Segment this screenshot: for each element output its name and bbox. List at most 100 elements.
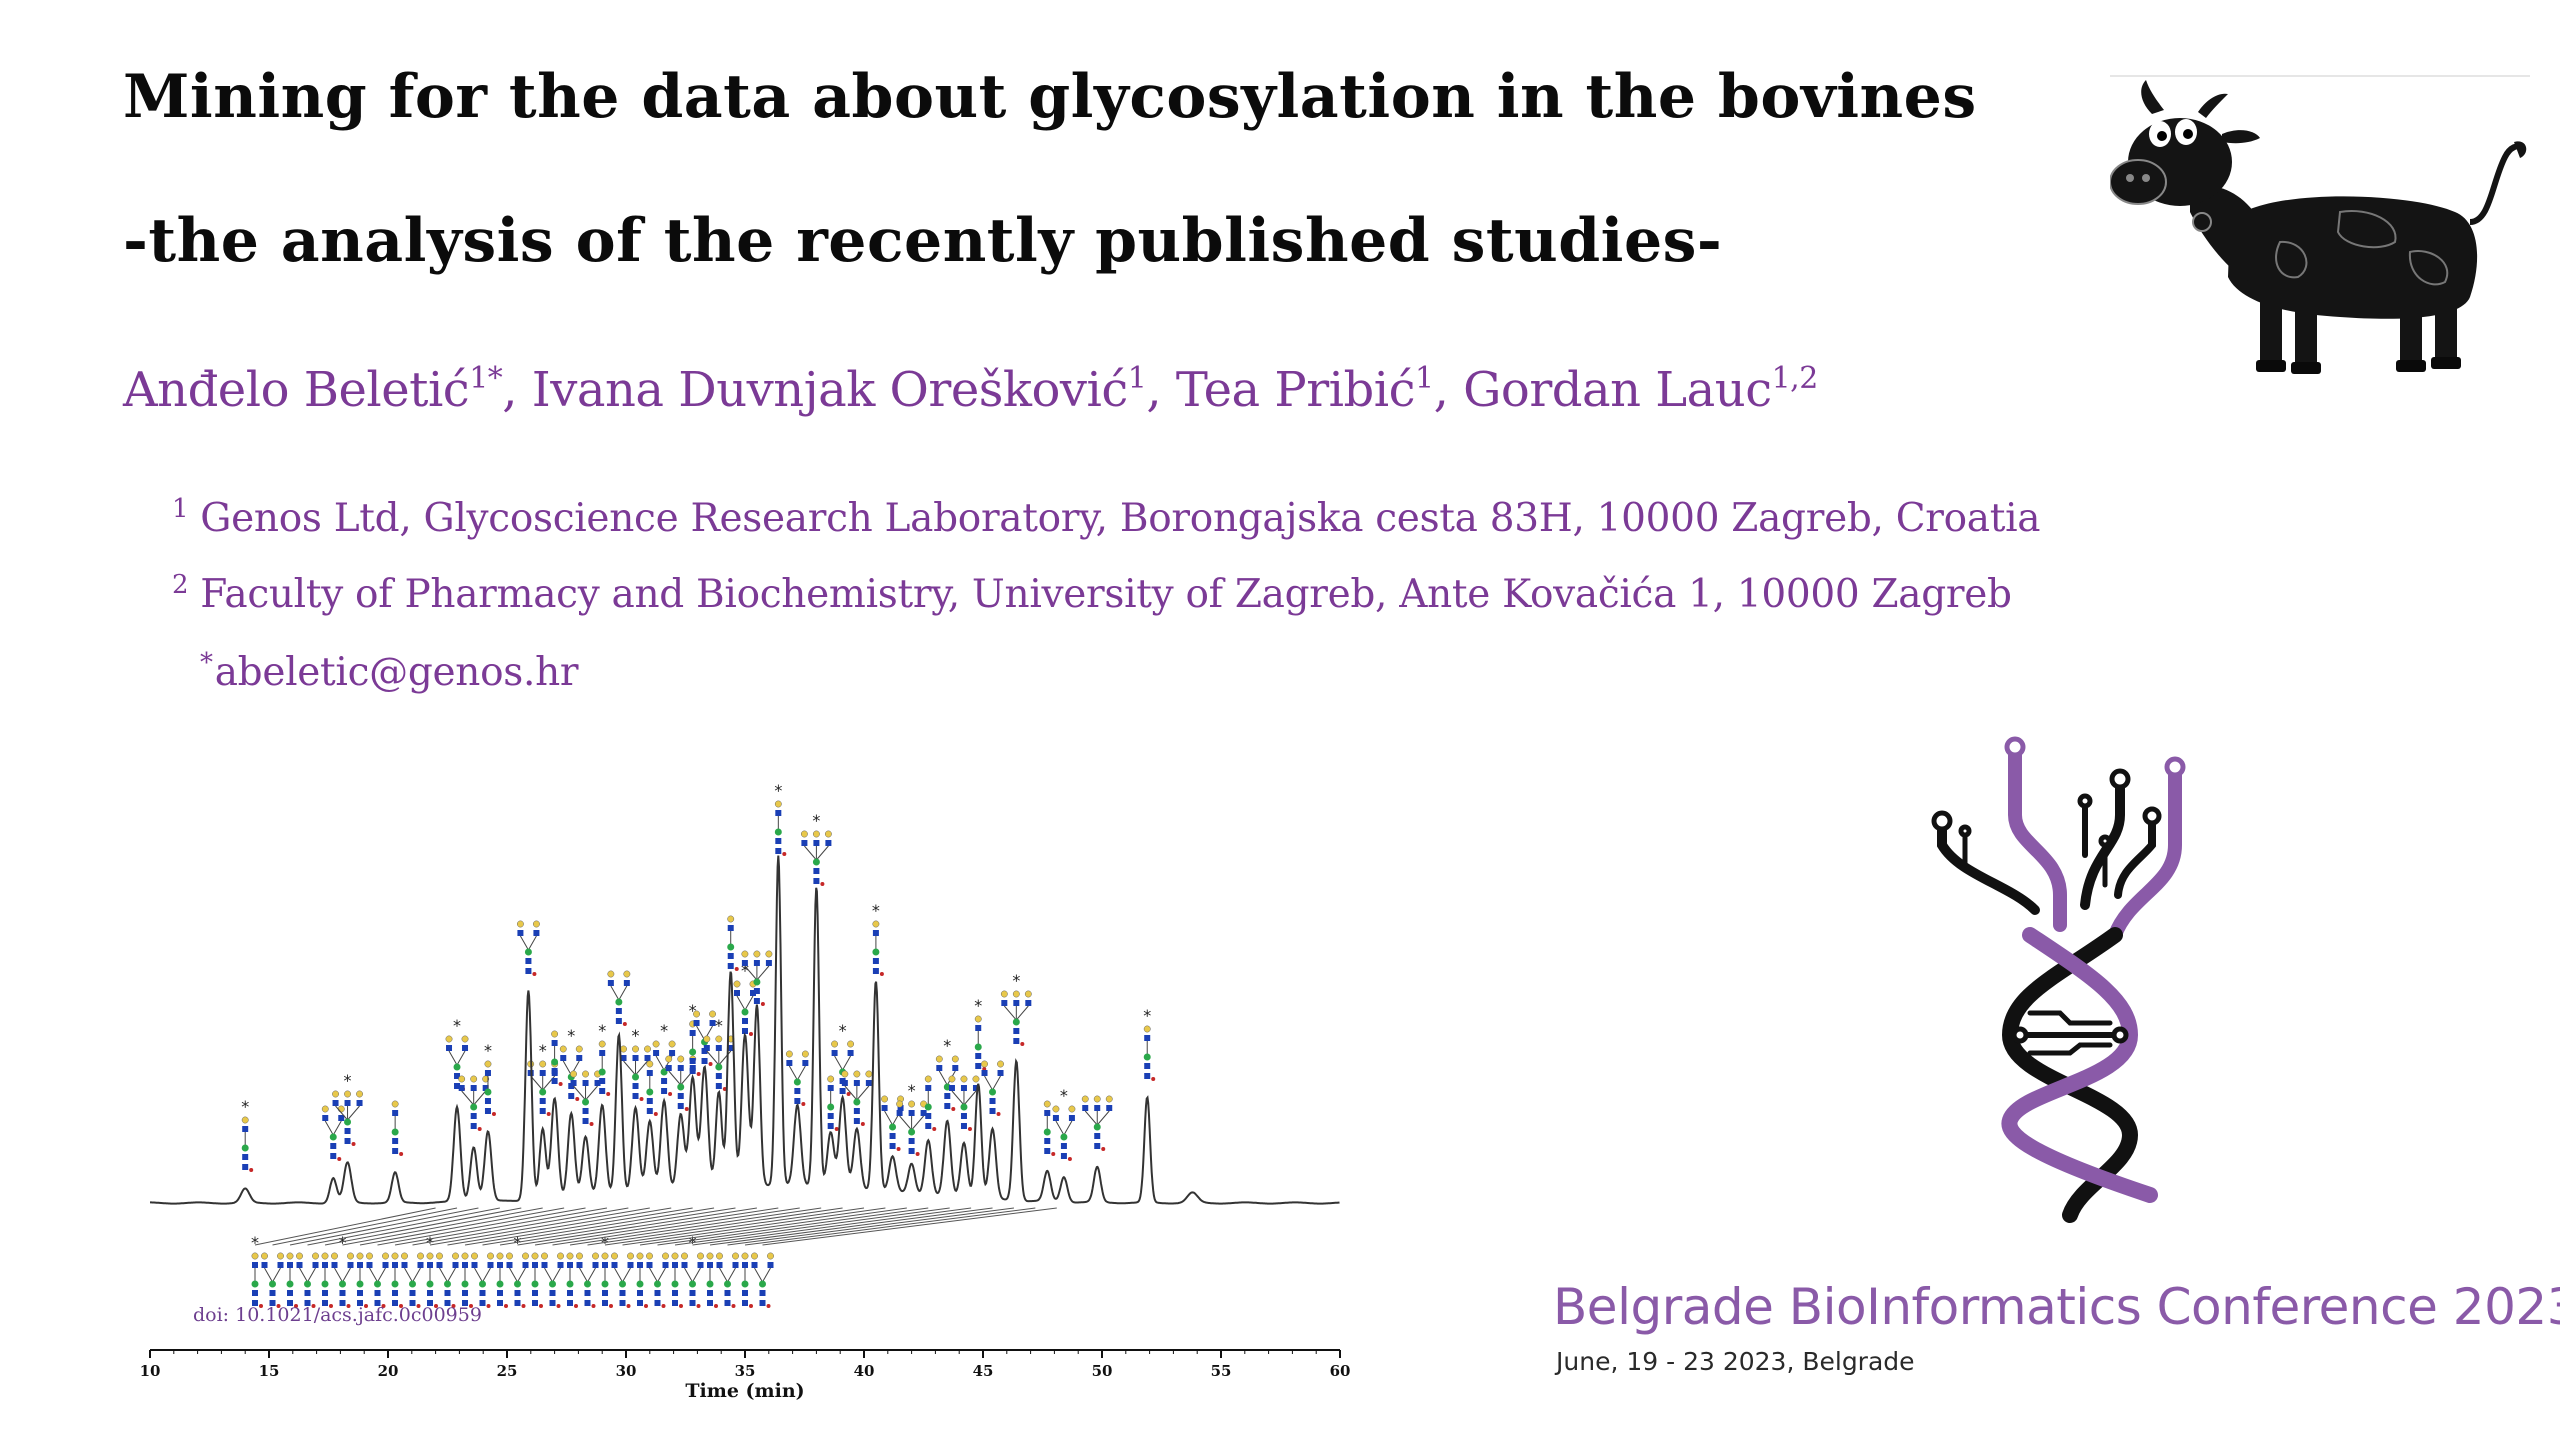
author-name: Gordan Lauc [1463, 362, 1772, 418]
cow-illustration [2110, 75, 2530, 374]
peak-marker: * [484, 1041, 492, 1060]
leader-line [394, 1207, 608, 1246]
glycan-structure: * [733, 961, 757, 1036]
leader-line [604, 1207, 865, 1246]
glycan-structure [1081, 1095, 1113, 1151]
leader-line [412, 1207, 629, 1246]
title-line-1: Mining for the data about glycosylation … [123, 62, 1977, 132]
leader-line [359, 1207, 565, 1246]
glycan-structure [321, 1252, 333, 1308]
glycan-structure: * [896, 1081, 928, 1156]
leader-line [377, 1207, 586, 1246]
leader-line [429, 1207, 650, 1246]
glycan-structure: * [974, 996, 987, 1071]
x-tick-label: 35 [735, 1362, 756, 1380]
glycan-structure: * [331, 1233, 354, 1308]
glycan-structure [570, 1070, 601, 1126]
author-name: Ivana Duvnjak Orešković [531, 362, 1128, 418]
leader-line [622, 1207, 886, 1246]
leader-line [552, 1207, 800, 1246]
x-tick-label: 55 [1211, 1362, 1232, 1380]
peak-marker: * [974, 996, 982, 1015]
peak-marker: * [715, 1016, 723, 1035]
glycan-structure [391, 1100, 404, 1156]
authors-line: Anđelo Beletić1*, Ivana Duvnjak Oreškovi… [123, 362, 1818, 418]
author-separator: , [1146, 362, 1176, 418]
peak-marker: * [339, 1233, 347, 1252]
glycan-structure [636, 1252, 648, 1308]
peak-marker: * [660, 1021, 668, 1040]
glycan-structure [541, 1252, 564, 1308]
glycan-structure [391, 1252, 403, 1308]
glycan-structure [646, 1252, 669, 1308]
glycan-structure [356, 1252, 368, 1308]
peak-marker: * [1143, 1006, 1151, 1025]
leader-line [587, 1207, 843, 1246]
glycan-structure [401, 1252, 424, 1308]
glycan-structure: * [1052, 1086, 1076, 1161]
glycan-structure: * [800, 811, 832, 886]
peak-marker: * [741, 961, 749, 980]
conference-name: Belgrade BioInformatics Conference 2023 [1553, 1278, 2560, 1336]
glycan-structure [981, 1060, 1004, 1116]
glycan-structure: * [935, 1036, 959, 1111]
affiliation-text: Faculty of Pharmacy and Biochemistry, Un… [200, 572, 2012, 617]
glycan-structure [706, 1252, 718, 1308]
leader-line [342, 1207, 543, 1246]
glycan-structure [471, 1252, 494, 1308]
leader-line [307, 1207, 500, 1246]
glycan-structure [436, 1252, 459, 1308]
peak-marker: * [632, 1026, 640, 1045]
leader-line [727, 1207, 1015, 1246]
glycan-structure [566, 1252, 578, 1308]
glycan-structure [716, 1252, 739, 1308]
peak-marker: * [567, 1026, 575, 1045]
peak-marker: * [1012, 971, 1020, 990]
glycan-structure: * [703, 1016, 735, 1091]
affiliation-number: 1 [172, 494, 189, 524]
leader-line [639, 1207, 907, 1246]
peak-marker: * [598, 1021, 606, 1040]
glycan-structure [458, 1075, 490, 1131]
peak-marker: * [812, 811, 820, 830]
glycan-structure [576, 1252, 599, 1308]
glycan-structure [516, 920, 540, 976]
leader-line [569, 1207, 822, 1246]
x-tick-label: 25 [497, 1362, 518, 1380]
x-tick-label: 20 [378, 1362, 399, 1380]
glycan-structure: * [559, 1026, 583, 1101]
affiliation-number: 2 [172, 570, 189, 600]
glycan-structure [827, 1075, 839, 1131]
leader-line [272, 1207, 458, 1246]
glycan-structure [948, 1075, 980, 1131]
leader-line [447, 1207, 672, 1246]
glycan-structure: * [598, 1021, 611, 1096]
author-affiliation-mark: 1 [1414, 361, 1434, 396]
glycan-structure [785, 1050, 809, 1106]
glycan-structure [607, 970, 631, 1026]
glycan-structure [286, 1252, 298, 1308]
contact-email: *abeletic@genos.hr [200, 650, 579, 695]
leader-line [517, 1207, 757, 1246]
affiliation-2: 2 Faculty of Pharmacy and Biochemistry, U… [172, 572, 2012, 617]
glycan-structure [366, 1252, 389, 1308]
glycan-structure [611, 1252, 634, 1308]
glycan-structure: * [774, 781, 787, 856]
x-tick-label: 45 [973, 1362, 994, 1380]
glycan-structure: * [241, 1097, 254, 1172]
peak-marker: * [539, 1041, 547, 1060]
glycan-structure [296, 1252, 319, 1308]
leader-line [692, 1207, 972, 1246]
leader-line [254, 1207, 436, 1246]
peak-marker: * [839, 1021, 847, 1040]
glycan-structure [321, 1105, 345, 1161]
glycan-structure [671, 1252, 683, 1308]
glycan-structure: * [445, 1016, 469, 1091]
glycan-structure [531, 1252, 543, 1308]
peak-marker: * [689, 1001, 697, 1020]
title-line-2: -the analysis of the recently published … [123, 206, 1723, 276]
glycan-structure [751, 1252, 774, 1308]
x-tick-label: 50 [1092, 1362, 1113, 1380]
leader-line [324, 1207, 522, 1246]
